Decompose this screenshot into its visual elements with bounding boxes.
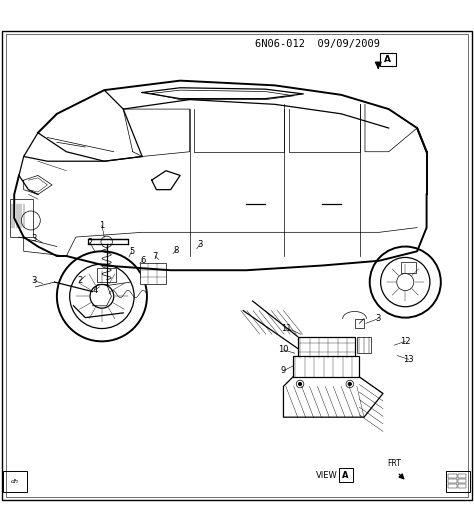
- Text: dh: dh: [11, 478, 19, 484]
- Text: 5: 5: [129, 247, 135, 256]
- Text: 13: 13: [403, 355, 414, 364]
- Text: 3: 3: [197, 239, 203, 249]
- FancyBboxPatch shape: [3, 471, 27, 492]
- Bar: [401, 262, 416, 273]
- Text: 6: 6: [140, 256, 146, 266]
- Text: 6N06-012  09/09/2009: 6N06-012 09/09/2009: [255, 39, 380, 49]
- Text: 11: 11: [282, 323, 292, 332]
- FancyBboxPatch shape: [339, 468, 353, 482]
- Text: VIEW: VIEW: [316, 470, 338, 479]
- Text: A: A: [384, 55, 391, 64]
- Text: 8: 8: [173, 246, 179, 255]
- Text: 3: 3: [31, 276, 37, 285]
- Text: FRT: FRT: [387, 459, 401, 468]
- Bar: [357, 337, 371, 353]
- Bar: [140, 263, 166, 285]
- Text: 2: 2: [87, 238, 93, 247]
- Bar: [448, 474, 457, 478]
- Bar: [458, 474, 466, 478]
- Bar: [448, 479, 457, 483]
- Bar: [293, 356, 359, 377]
- Text: A: A: [342, 470, 349, 479]
- Text: 3: 3: [31, 234, 37, 243]
- Bar: [355, 319, 364, 328]
- Circle shape: [299, 382, 301, 386]
- Bar: [97, 268, 116, 282]
- Text: 9: 9: [281, 366, 286, 375]
- Text: 4: 4: [92, 286, 98, 295]
- FancyBboxPatch shape: [380, 53, 396, 66]
- Text: 12: 12: [400, 337, 410, 346]
- FancyBboxPatch shape: [446, 471, 470, 492]
- Bar: [298, 337, 355, 358]
- Text: 1: 1: [99, 221, 105, 230]
- Text: 7: 7: [153, 252, 158, 261]
- Bar: [10, 199, 33, 237]
- Text: 10: 10: [278, 345, 289, 354]
- Bar: [458, 479, 466, 483]
- Bar: [458, 484, 466, 489]
- Text: 3: 3: [375, 314, 381, 323]
- Bar: [448, 484, 457, 489]
- Text: 2: 2: [77, 276, 82, 285]
- Circle shape: [348, 382, 351, 386]
